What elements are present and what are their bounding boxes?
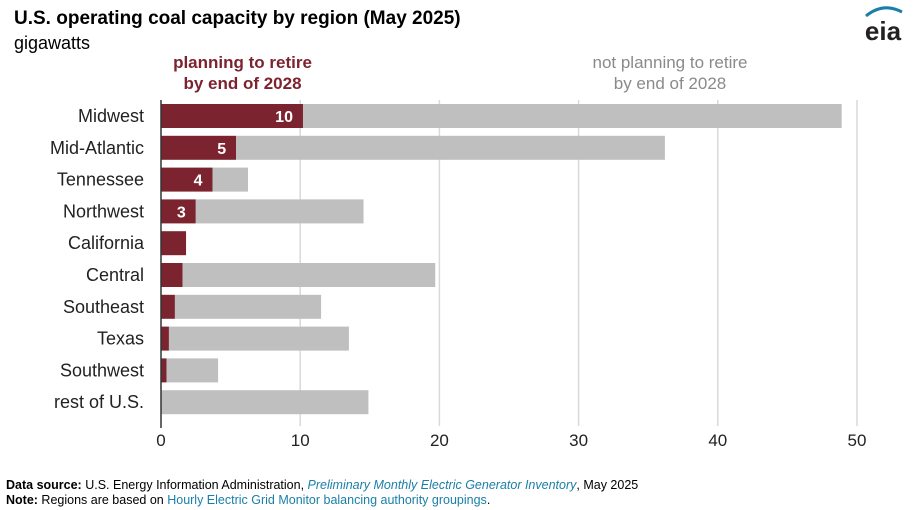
x-tick-label: 20 [430,431,449,450]
bar-retire [161,231,187,256]
legend-not-retire-line2: by end of 2028 [613,74,727,93]
data-label: 5 [217,141,226,158]
bar-retire [161,294,175,319]
category-label: rest of U.S. [54,392,144,412]
category-label: Tennessee [57,170,144,190]
legend-not-retire-line1: not planning to retire [592,53,748,72]
bar-retire [161,199,196,224]
bar-not-retire [168,326,349,351]
note-link[interactable]: Hourly Electric Grid Monitor balancing a… [167,493,487,507]
data-label: 3 [177,204,186,221]
chart-unit: gigawatts [14,33,91,53]
bar-retire [161,167,213,192]
legend-retire-line1: planning to retire [173,53,312,72]
bar-retire [161,358,167,383]
x-tick-label: 0 [156,431,165,450]
bar-not-retire [161,390,369,415]
source-tail: , May 2025 [576,478,639,492]
source-label: Data source: [6,478,82,492]
chart-title: U.S. operating coal capacity by region (… [14,8,461,29]
svg-text:eia: eia [865,16,902,44]
x-tick-label: 40 [708,431,727,450]
bar-not-retire [195,199,364,224]
bar-not-retire [174,294,322,319]
bar-not-retire [182,263,436,287]
bar-retire [161,326,169,351]
data-label: 4 [194,173,203,190]
category-label: Southeast [63,297,144,317]
note-text: Regions are based on [37,493,168,507]
x-tick-label: 30 [569,431,588,450]
legend-not-retire: not planning to retire by end of 2028 [560,52,780,94]
x-tick-label: 50 [848,431,867,450]
data-label: 10 [275,109,293,126]
category-label: Texas [97,329,144,349]
category-label: Northwest [63,201,144,221]
eia-logo: eia [865,6,903,44]
bar-retire [161,263,183,287]
category-label: California [68,233,145,253]
category-label: Central [86,265,144,285]
legend-retire: planning to retire by end of 2028 [150,52,335,94]
note: Note: Regions are based on Hourly Electr… [6,493,490,507]
source-link[interactable]: Preliminary Monthly Electric Generator I… [307,478,577,492]
bar-retire [161,135,237,160]
legend-retire-line2: by end of 2028 [183,74,302,93]
bar-not-retire [166,358,219,383]
bar-retire [161,104,303,128]
data-source-note: Data source: U.S. Energy Information Adm… [6,478,638,492]
x-tick-label: 10 [291,431,310,450]
bar-not-retire [302,104,842,128]
note-label: Note: [6,493,38,507]
category-label: Mid-Atlantic [50,138,144,158]
category-label: Midwest [78,106,144,126]
note-tail: . [486,493,491,507]
source-text: U.S. Energy Information Administration, [81,478,308,492]
bar-not-retire [212,167,248,192]
category-label: Southwest [60,360,144,380]
bar-not-retire [236,135,665,160]
